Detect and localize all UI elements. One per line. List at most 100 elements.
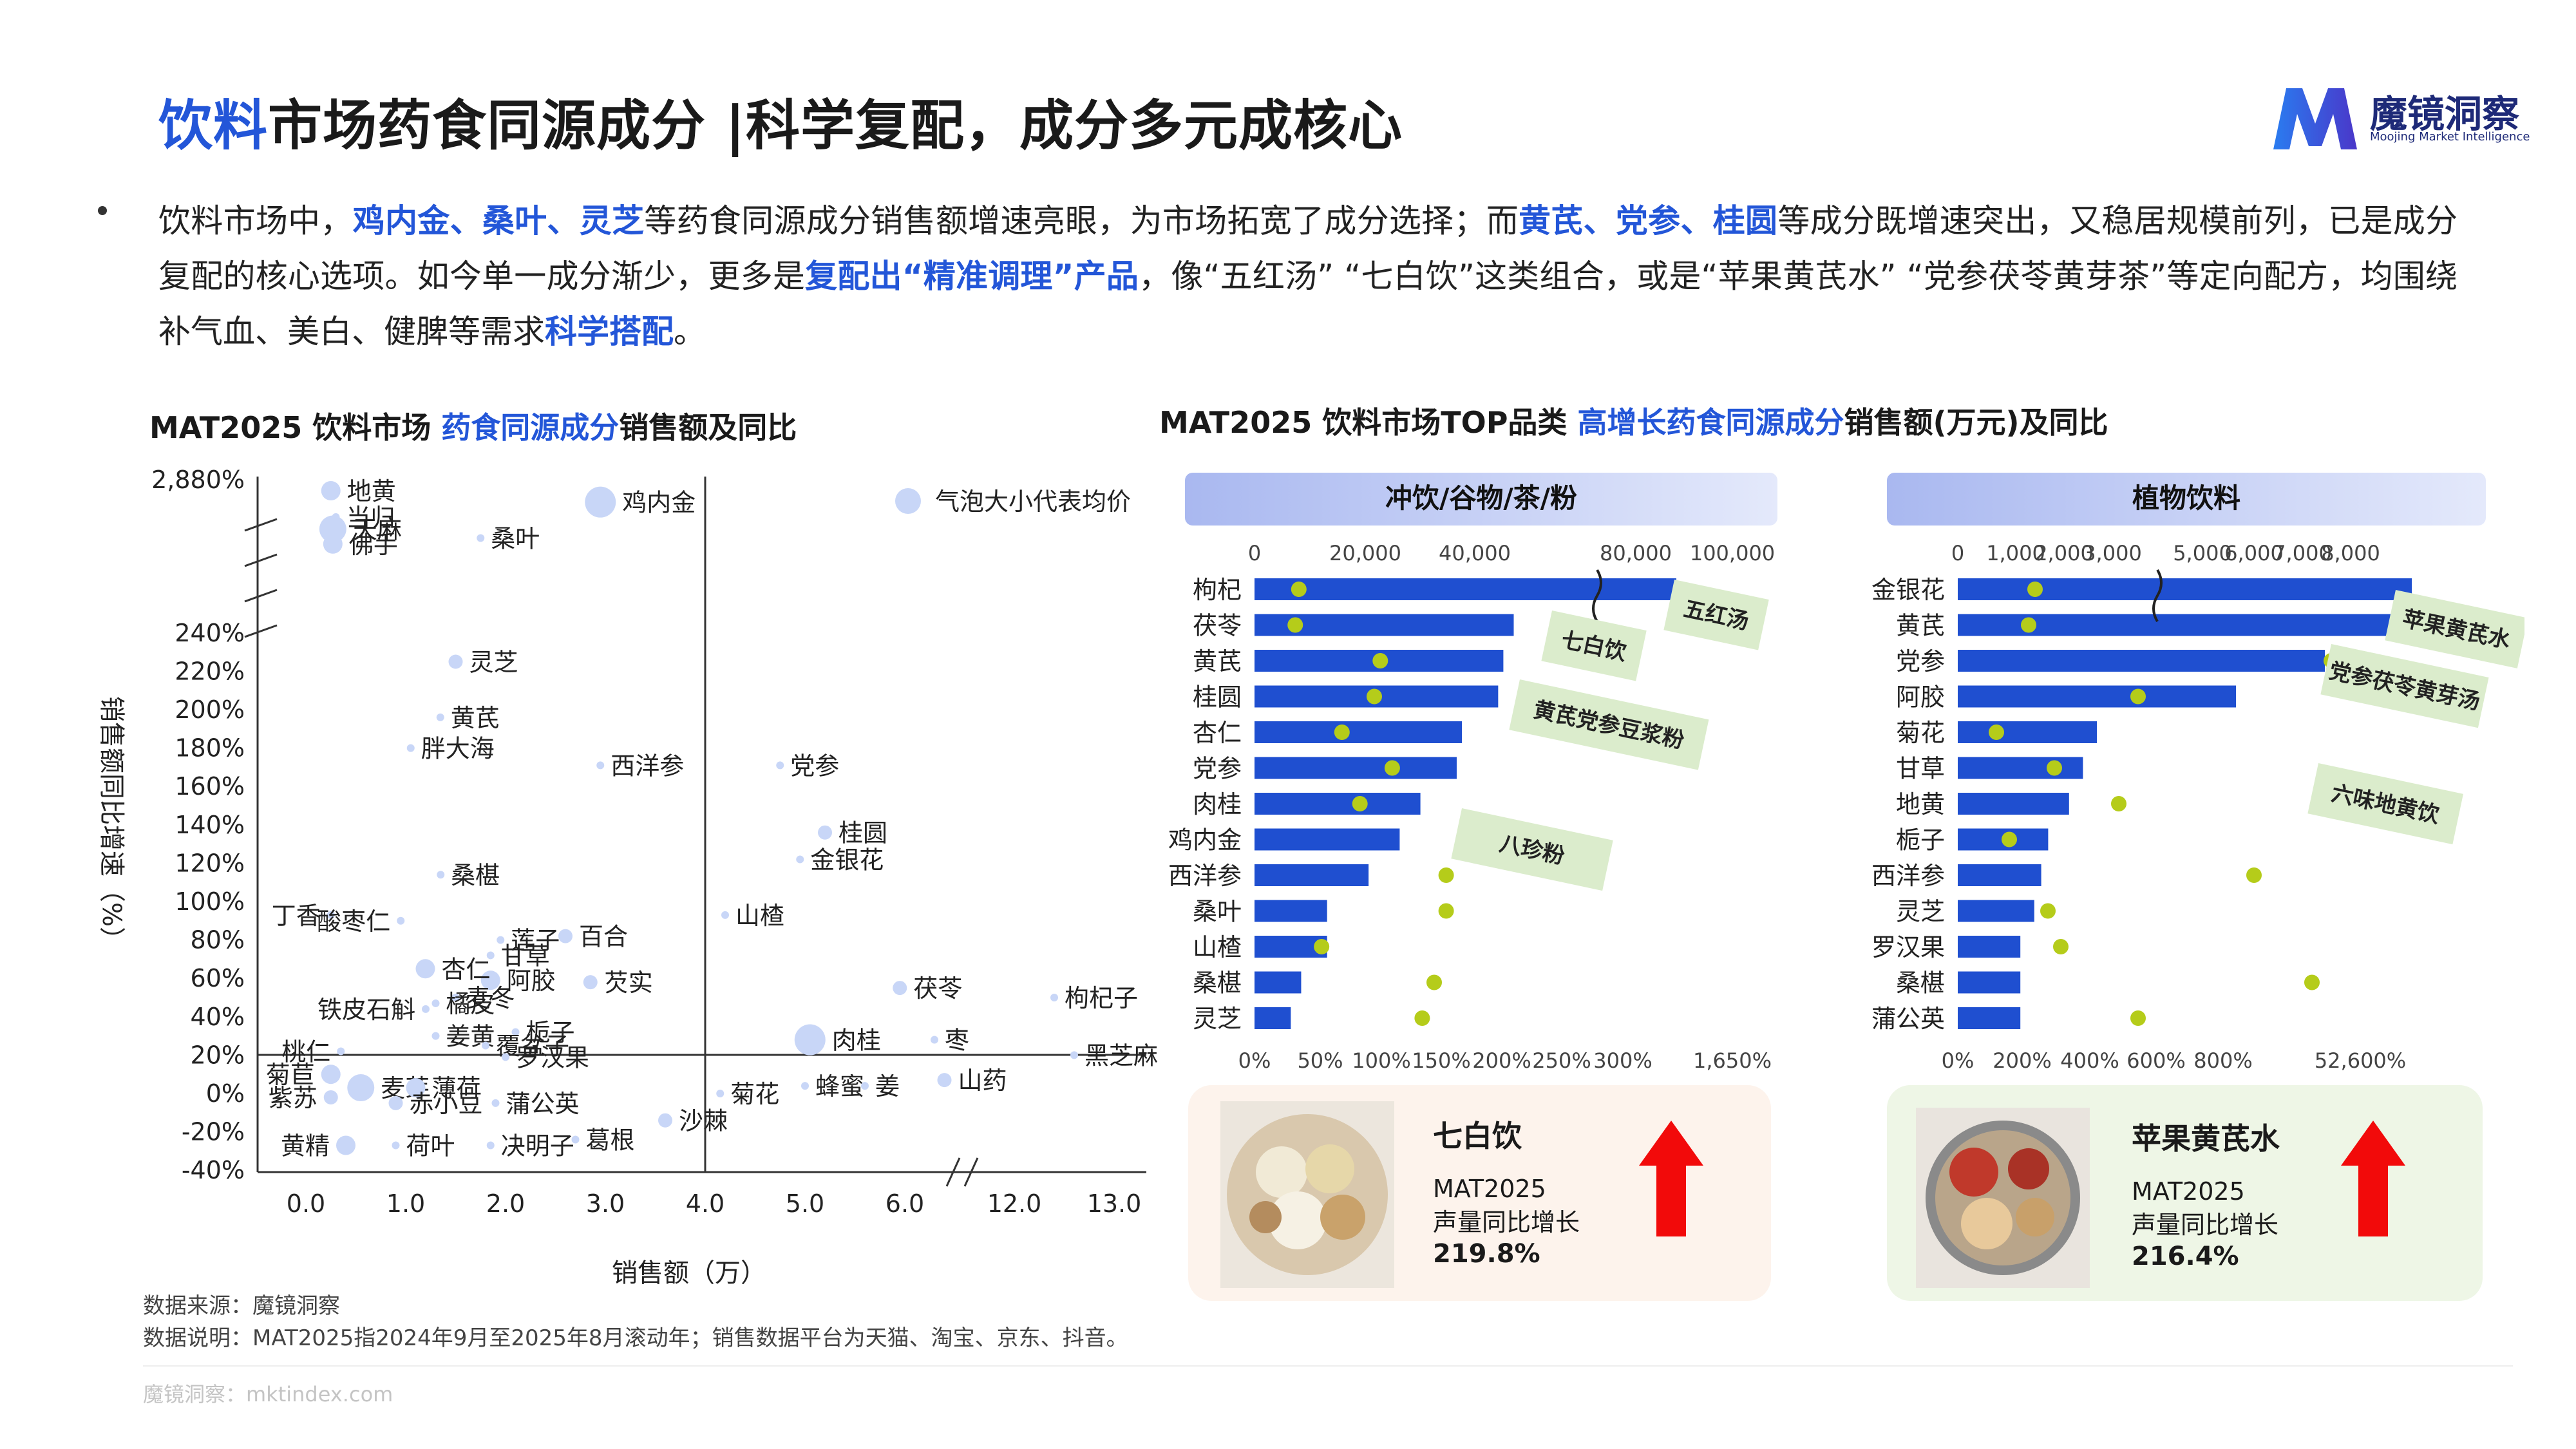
bubble-point	[796, 855, 804, 864]
bar-chart-drinks-powder: 冲饮/谷物/茶/粉 0 20,000 40,000 80,000 100,000 0% 50%…	[1168, 473, 1777, 1073]
x-tick-label: 13.0	[1087, 1189, 1142, 1218]
apple-huangqi-value: 216.4%	[2132, 1242, 2239, 1271]
y-tick-label: 40%	[191, 1003, 245, 1031]
up-arrow-icon	[1639, 1121, 1703, 1236]
bubble-point	[321, 481, 341, 500]
yoy-dot	[2002, 831, 2017, 848]
axis-break-mark	[1592, 569, 1602, 623]
bubble-point	[337, 1047, 345, 1056]
bottom-axis-tick: 200%	[1472, 1048, 1531, 1073]
top-axis-tick: 7,000	[2273, 541, 2332, 565]
scatter-title-accent: 药食同源成分	[441, 410, 620, 445]
formula-tag: 六味地黄饮	[2307, 763, 2463, 845]
y-tick-label: 120%	[175, 849, 245, 877]
category-label: 阿胶	[1896, 683, 1945, 712]
category-label: 山楂	[1193, 933, 1242, 961]
x-tick-label: 5.0	[786, 1189, 824, 1218]
bubble-point	[893, 981, 907, 996]
bubble-label: 地黄	[347, 477, 396, 506]
y-tick-label: 180%	[175, 734, 245, 762]
x-tick-label: 0.0	[287, 1189, 325, 1218]
yoy-dot	[1287, 617, 1303, 633]
footer-site: 魔镜洞察：mktindex.com	[143, 1382, 393, 1406]
y-axis-label: 销售额同比增速（%）	[97, 696, 126, 952]
footer-divider	[143, 1365, 2513, 1367]
bubble-label: 甘草	[501, 942, 550, 970]
bar-title-part: MAT2025 饮料市场TOP品类	[1159, 405, 1578, 440]
category-label: 罗汉果	[1871, 933, 1945, 961]
category-header-label: 冲饮/谷物/茶/粉	[1385, 482, 1577, 514]
yoy-dot	[1367, 688, 1382, 705]
bubble-label: 黄精	[281, 1132, 330, 1160]
axis-break-mark	[2152, 569, 2163, 623]
bubble-point	[1050, 994, 1058, 1001]
yoy-dot	[2130, 688, 2146, 705]
bubble-label: 金银花	[810, 846, 884, 874]
formula-tag-bg	[1509, 679, 1709, 770]
category-label: 灵芝	[1193, 1005, 1242, 1033]
bubble-point	[558, 929, 573, 943]
bubble-label: 天麻	[353, 516, 402, 544]
bubble-label: 杏仁	[442, 955, 491, 983]
apple-huangqi-product-image-icon	[1916, 1108, 2090, 1288]
yoy-dot	[2304, 974, 2320, 990]
bubble-point	[716, 1090, 724, 1097]
bubble-point	[794, 1024, 826, 1056]
top-axis-tick: 3,000	[2083, 541, 2142, 565]
bubble-point	[931, 1036, 938, 1044]
x-tick-label: 6.0	[886, 1189, 924, 1218]
bubble-label: 黑芝麻	[1084, 1041, 1158, 1070]
x-tick-label: 4.0	[686, 1189, 724, 1218]
intro-paragraph: 饮料市场中，鸡内金、桑叶、灵芝等药食同源成分销售额增速亮眼，为市场拓宽了成分选择…	[158, 193, 2458, 359]
bottom-axis-tick: 50%	[1297, 1048, 1343, 1073]
data-description-note: 数据说明：MAT2025指2024年9月至2025年8月滚动年；销售数据平台为天…	[143, 1325, 1128, 1351]
formula-tag-bg	[1451, 808, 1613, 891]
bubble-point	[486, 1141, 495, 1150]
category-label: 党参	[1896, 647, 1945, 676]
top-axis-tick: 8,000	[2321, 541, 2380, 565]
bubble-point	[502, 1053, 509, 1061]
top-axis-tick: 20,000	[1329, 541, 1401, 565]
y-tick-label: 160%	[175, 772, 245, 800]
bubble-point	[436, 713, 444, 721]
bubble-label: 桃仁	[281, 1037, 330, 1066]
bubble-label: 鸡内金	[622, 489, 696, 517]
y-tick-label: 2,880%	[151, 466, 245, 494]
category-label: 肉桂	[1193, 790, 1242, 819]
bubble-point	[776, 761, 784, 770]
x-tick-label: 12.0	[987, 1189, 1042, 1218]
sales-bar	[1255, 793, 1421, 815]
x-tick-label: 2.0	[486, 1189, 525, 1218]
y-tick-label: -20%	[182, 1118, 245, 1146]
bubble-point	[818, 825, 832, 840]
legend-bubble	[895, 488, 921, 514]
bubble-point	[861, 1082, 869, 1090]
axis-break-mark	[244, 553, 278, 567]
category-label: 桑椹	[1193, 969, 1242, 998]
bubble-point	[323, 1090, 338, 1104]
top-axis-tick: 1,000	[1986, 541, 2045, 565]
data-source-note: 数据来源：魔镜洞察	[143, 1293, 340, 1319]
yoy-dot	[2027, 582, 2043, 597]
bottom-axis-tick: 52,600%	[2315, 1048, 2406, 1073]
scatter-chart-title: MAT2025 饮料市场 药食同源成分销售额及同比	[149, 404, 797, 447]
bubble-label: 沙棘	[679, 1107, 728, 1135]
y-tick-label: 240%	[175, 619, 245, 647]
bubble-label: 当归	[346, 504, 395, 532]
sales-bar	[1255, 1007, 1291, 1029]
bubble-label: 枸杞子	[1065, 984, 1138, 1012]
bubble-point	[571, 1135, 580, 1144]
category-label: 茯苓	[1193, 612, 1242, 640]
bubble-label: 阿胶	[507, 967, 556, 995]
bubble-point	[431, 999, 440, 1007]
yoy-dot	[1989, 724, 2004, 740]
bubble-point	[482, 1041, 489, 1050]
qibaiyin-line2: 声量同比增长	[1433, 1208, 1580, 1236]
yoy-dot	[1426, 974, 1442, 990]
bubble-point	[480, 971, 500, 990]
bottom-axis-tick: 100%	[1352, 1048, 1410, 1073]
bubble-label: 胖大海	[421, 735, 495, 763]
bubble-label: 枣	[945, 1027, 969, 1055]
y-tick-label: 140%	[175, 811, 245, 839]
top-axis-tick: 80,000	[1600, 541, 1672, 565]
